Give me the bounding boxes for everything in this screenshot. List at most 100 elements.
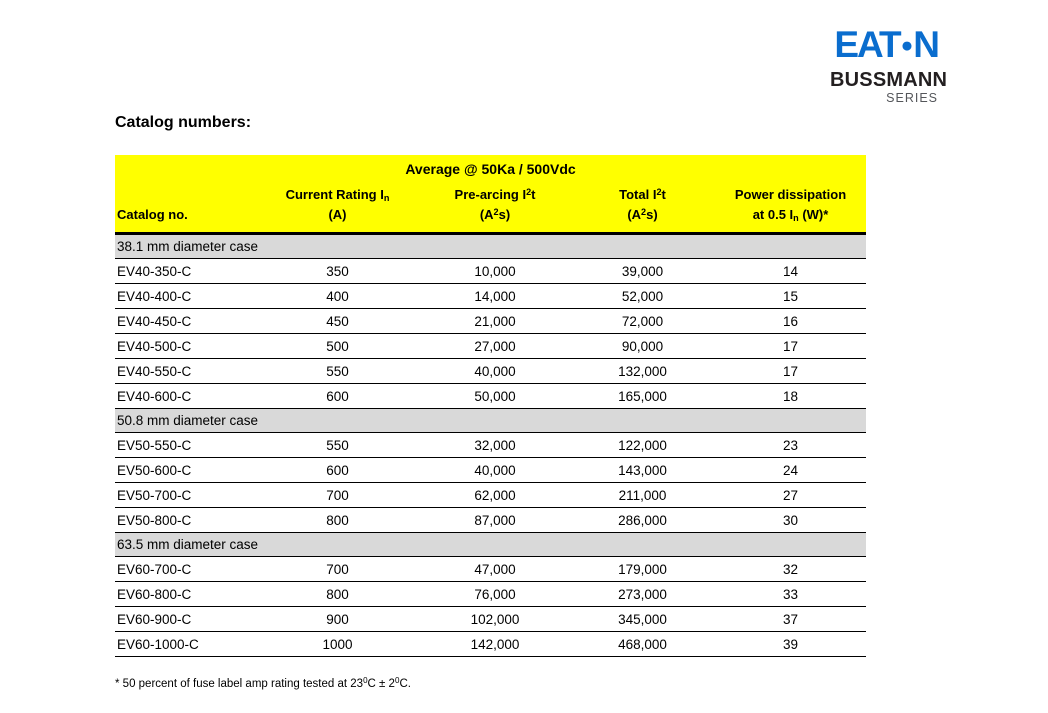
- value-cell: 17: [715, 333, 867, 359]
- value-cell: 10,000: [420, 258, 570, 284]
- column-header-line1: Power dissipation: [734, 187, 847, 202]
- value-cell: 600: [255, 383, 420, 409]
- column-header-row: Catalog no. Current Rating In (A) Pre-arcin…: [115, 183, 867, 235]
- value-cell: 14,000: [420, 283, 570, 309]
- value-cell: 33: [715, 581, 867, 607]
- value-cell: 72,000: [570, 308, 715, 334]
- eaton-logo: EAT●N: [830, 24, 940, 65]
- catalog-no-cell: EV50-700-C: [115, 482, 255, 508]
- catalog-no-cell: EV50-800-C: [115, 507, 255, 533]
- value-cell: 132,000: [570, 358, 715, 384]
- value-cell: 76,000: [420, 581, 570, 607]
- catalog-no-cell: EV60-700-C: [115, 556, 255, 582]
- table-banner-row: Average @ 50Ka / 500Vdc: [115, 155, 867, 183]
- column-header-line1: Total I2t: [619, 187, 666, 202]
- section-label: 63.5 mm diameter case: [115, 532, 867, 557]
- catalog-no-cell: EV40-500-C: [115, 333, 255, 359]
- table-row: EV40-400-C 400 14,000 52,000 15: [115, 283, 867, 309]
- value-cell: 142,000: [420, 631, 570, 657]
- value-cell: 21,000: [420, 308, 570, 334]
- footnote: * 50 percent of fuse label amp rating te…: [115, 676, 411, 690]
- bussmann-label: BUSSMANN: [830, 69, 948, 91]
- catalog-no-cell: EV50-550-C: [115, 432, 255, 458]
- value-cell: 18: [715, 383, 867, 409]
- value-cell: 468,000: [570, 631, 715, 657]
- section-row: 63.5 mm diameter case: [115, 532, 867, 557]
- table-row: EV40-550-C 550 40,000 132,000 17: [115, 358, 867, 384]
- value-cell: 400: [255, 283, 420, 309]
- column-header: Total I2t (A2s): [570, 183, 715, 235]
- table-row: EV60-900-C 900 102,000 345,000 37: [115, 606, 867, 632]
- value-cell: 27: [715, 482, 867, 508]
- column-header: Current Rating In (A): [255, 183, 420, 235]
- table-row: EV50-550-C 550 32,000 122,000 23: [115, 432, 867, 458]
- catalog-table: Average @ 50Ka / 500Vdc Catalog no. Curre…: [115, 155, 867, 657]
- catalog-no-cell: EV60-800-C: [115, 581, 255, 607]
- value-cell: 143,000: [570, 457, 715, 483]
- column-header: Pre-arcing I2t (A2s): [420, 183, 570, 235]
- catalog-no-cell: EV40-450-C: [115, 308, 255, 334]
- table-row: EV50-700-C 700 62,000 211,000 27: [115, 482, 867, 508]
- value-cell: 90,000: [570, 333, 715, 359]
- catalog-no-cell: EV40-350-C: [115, 258, 255, 284]
- column-header: Catalog no.: [115, 183, 255, 235]
- value-cell: 800: [255, 581, 420, 607]
- table-row: EV40-450-C 450 21,000 72,000 16: [115, 308, 867, 334]
- value-cell: 40,000: [420, 358, 570, 384]
- table-banner: Average @ 50Ka / 500Vdc: [115, 155, 867, 183]
- section-label: 38.1 mm diameter case: [115, 233, 867, 259]
- page-title: Catalog numbers:: [115, 114, 252, 131]
- series-label: SERIES: [886, 91, 938, 105]
- catalog-no-cell: EV40-550-C: [115, 358, 255, 384]
- value-cell: 600: [255, 457, 420, 483]
- value-cell: 179,000: [570, 556, 715, 582]
- value-cell: 62,000: [420, 482, 570, 508]
- value-cell: 345,000: [570, 606, 715, 632]
- value-cell: 47,000: [420, 556, 570, 582]
- value-cell: 700: [255, 556, 420, 582]
- value-cell: 550: [255, 358, 420, 384]
- value-cell: 87,000: [420, 507, 570, 533]
- value-cell: 700: [255, 482, 420, 508]
- catalog-no-cell: EV40-600-C: [115, 383, 255, 409]
- eaton-logo-dot-icon: ●: [900, 34, 914, 57]
- eaton-logo-text-pre: EAT: [834, 24, 901, 65]
- value-cell: 37: [715, 606, 867, 632]
- value-cell: 52,000: [570, 283, 715, 309]
- value-cell: 800: [255, 507, 420, 533]
- catalog-table-body: 38.1 mm diameter case EV40-350-C 350 10,000…: [115, 233, 867, 657]
- column-header-line2: at 0.5 In (W)*: [752, 206, 829, 223]
- table-row: EV50-600-C 600 40,000 143,000 24: [115, 457, 867, 483]
- value-cell: 900: [255, 606, 420, 632]
- value-cell: 32: [715, 556, 867, 582]
- value-cell: 14: [715, 258, 867, 284]
- value-cell: 50,000: [420, 383, 570, 409]
- column-header: Power dissipation at 0.5 In (W)*: [715, 183, 867, 235]
- value-cell: 102,000: [420, 606, 570, 632]
- catalog-no-cell: EV50-600-C: [115, 457, 255, 483]
- value-cell: 273,000: [570, 581, 715, 607]
- table-row: EV60-700-C 700 47,000 179,000 32: [115, 556, 867, 582]
- section-row: 50.8 mm diameter case: [115, 408, 867, 433]
- column-header-line1: Current Rating In: [285, 187, 390, 203]
- column-header-line2: (A2s): [479, 206, 511, 222]
- table-row: EV40-600-C 600 50,000 165,000 18: [115, 383, 867, 409]
- value-cell: 15: [715, 283, 867, 309]
- value-cell: 39,000: [570, 258, 715, 284]
- value-cell: 500: [255, 333, 420, 359]
- value-cell: 39: [715, 631, 867, 657]
- value-cell: 27,000: [420, 333, 570, 359]
- value-cell: 40,000: [420, 457, 570, 483]
- value-cell: 122,000: [570, 432, 715, 458]
- column-header-line2: (A): [328, 206, 347, 222]
- value-cell: 32,000: [420, 432, 570, 458]
- eaton-logo-text-post: N: [913, 24, 940, 65]
- table-row: EV40-350-C 350 10,000 39,000 14: [115, 258, 867, 284]
- value-cell: 17: [715, 358, 867, 384]
- table-row: EV50-800-C 800 87,000 286,000 30: [115, 507, 867, 533]
- column-header-line2: (A2s): [627, 206, 658, 222]
- table-row: EV60-1000-C 1000 142,000 468,000 39: [115, 631, 867, 657]
- value-cell: 16: [715, 308, 867, 334]
- value-cell: 165,000: [570, 383, 715, 409]
